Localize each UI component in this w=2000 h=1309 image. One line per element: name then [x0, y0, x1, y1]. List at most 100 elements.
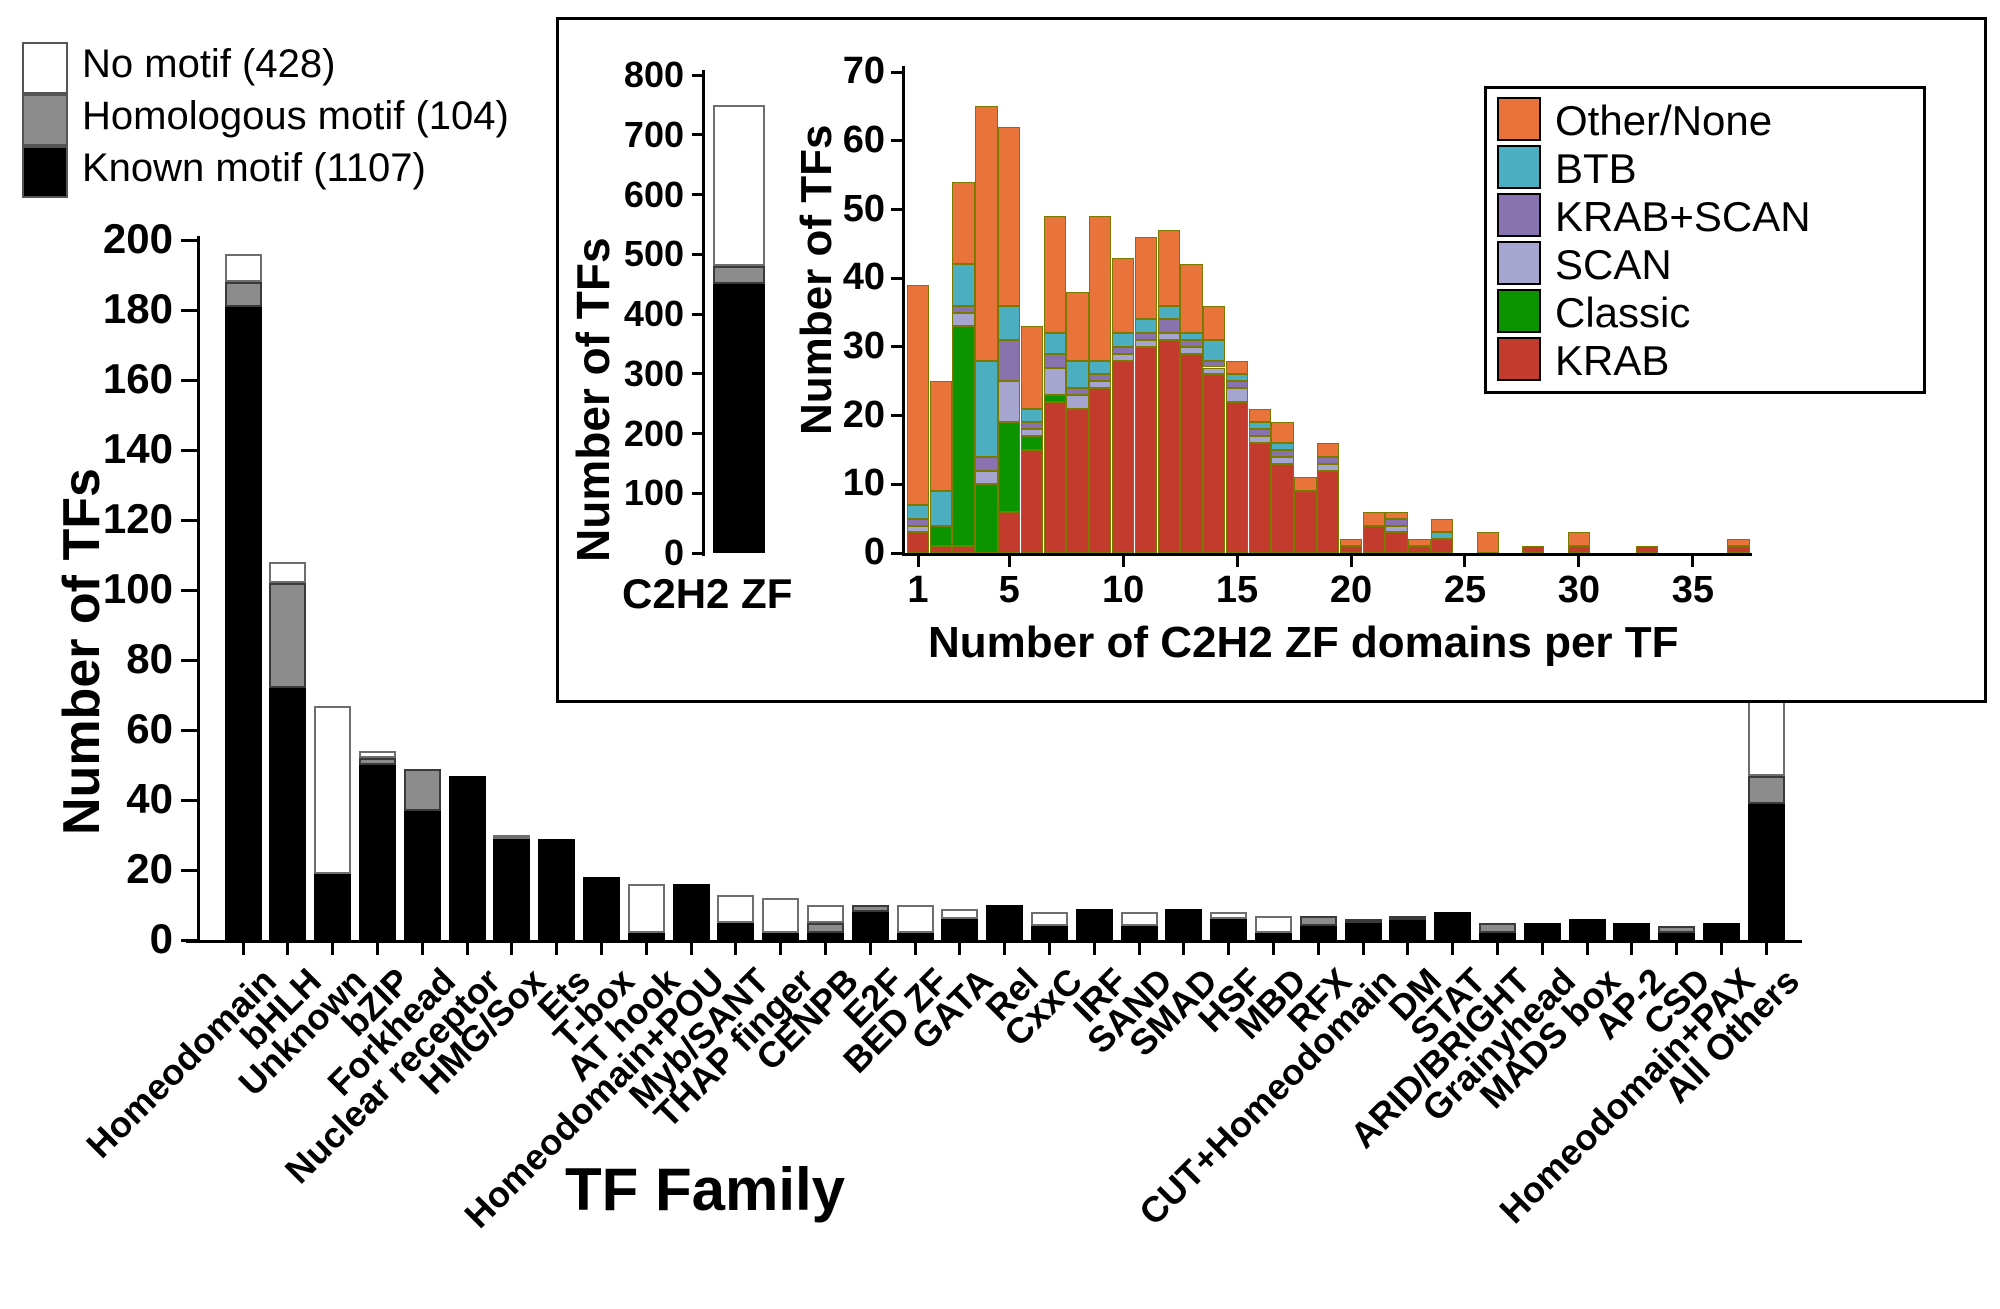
bar-segment-known: [762, 933, 800, 940]
hist-x-axis-tick: [1349, 556, 1353, 567]
x-axis-tick: [1406, 943, 1410, 955]
hist-y-axis-line: [902, 66, 905, 556]
bar-segment-homologous: [1344, 919, 1382, 923]
hist-bar-segment-scan: [1271, 456, 1294, 464]
mini-bar-segment-known: [713, 284, 765, 553]
hist-bar-segment-krab: [1636, 546, 1659, 553]
bar-segment-known: [1702, 922, 1740, 940]
bar-segment-known: [627, 933, 665, 940]
hist-bar-segment-krab-scan: [906, 518, 930, 526]
y-axis-tick: [181, 938, 197, 942]
hist-bar-segment-other-none: [998, 127, 1021, 306]
hist-x-tick-label: 25: [1443, 569, 1487, 611]
y-tick-label: 180: [102, 285, 173, 332]
bar-segment-homologous: [403, 768, 441, 811]
hist-bar-segment-krab-scan: [1157, 319, 1180, 334]
hist-bar-segment-other-none: [1362, 511, 1385, 526]
x-axis-tick: [913, 943, 917, 955]
mini-y-axis-tick: [692, 133, 702, 137]
hist-bar-segment-scan: [1043, 367, 1066, 395]
hist-x-axis-tick: [1121, 556, 1125, 567]
bar-segment-known: [717, 922, 755, 940]
bar-segment-none: [314, 705, 352, 874]
bar-segment-homologous: [1658, 926, 1696, 933]
bar-segment-known: [1613, 922, 1651, 940]
mini-y-tick-label: 0: [663, 532, 684, 573]
hist-bar-segment-krab: [1134, 346, 1158, 553]
bar-segment-known: [806, 933, 844, 940]
x-axis-tick: [1137, 943, 1141, 955]
bar-segment-none: [1254, 915, 1292, 933]
bar-segment-homologous: [806, 922, 844, 933]
hist-y-tick-label: 60: [842, 118, 885, 161]
mini-y-tick-label: 400: [623, 293, 684, 334]
bar-segment-homologous: [269, 583, 307, 688]
hist-bar-segment-other-none: [906, 285, 930, 505]
hist-bar-segment-krab: [1362, 525, 1385, 553]
x-axis-tick: [375, 943, 379, 955]
bar-segment-known: [582, 877, 620, 940]
hist-bar-segment-scan: [975, 470, 998, 485]
bar-segment-none: [896, 905, 934, 933]
hist-bar-segment-other-none: [1476, 532, 1499, 553]
hist-bar-segment-krab-scan: [1134, 333, 1158, 341]
histogram-legend-label-btb: BTB: [1555, 145, 1637, 192]
legend-swatch-known: [22, 146, 68, 198]
bar-segment-homologous: [358, 758, 396, 765]
histogram-legend-swatch-classic: [1497, 289, 1541, 333]
hist-bar-segment-scan: [906, 525, 930, 533]
hist-y-axis-tick: [891, 276, 902, 280]
hist-y-tick-label: 10: [842, 462, 885, 505]
hist-bar-segment-classic: [929, 525, 952, 547]
hist-bar-segment-scan: [1134, 340, 1158, 347]
x-axis-tick: [1047, 943, 1051, 955]
hist-bar-segment-scan: [1180, 346, 1203, 354]
mini-y-tick-label: 300: [623, 352, 684, 394]
hist-bar-segment-btb: [998, 305, 1021, 341]
y-axis-line: [197, 236, 200, 943]
bar-segment-known: [1478, 933, 1516, 940]
hist-y-axis-tick: [891, 139, 902, 143]
y-axis-tick: [181, 868, 197, 872]
hist-bar-segment-krab-scan: [1225, 381, 1249, 389]
mini-y-tick-label: 200: [623, 412, 684, 454]
histogram-legend-label-other-none: Other/None: [1555, 97, 1773, 144]
histogram-legend-swatch-scan: [1497, 241, 1541, 285]
x-axis-tick: [1316, 943, 1320, 955]
bar-segment-none: [1120, 912, 1158, 926]
hist-bar-segment-other-none: [1339, 539, 1363, 547]
mini-y-tick-label: 100: [623, 472, 684, 514]
hist-bar-segment-other-none: [1408, 539, 1431, 547]
hist-x-tick-label: 15: [1215, 569, 1259, 611]
hist-x-tick-label: 5: [998, 569, 1020, 611]
hist-bar-segment-scan: [1089, 381, 1112, 389]
hist-bar-segment-other-none: [1111, 257, 1135, 334]
hist-bar-segment-krab: [998, 511, 1021, 553]
hist-bar-segment-btb: [1089, 360, 1112, 375]
hist-y-tick-label: 30: [842, 324, 885, 367]
x-axis-tick: [823, 943, 827, 955]
y-tick-label: 100: [102, 565, 173, 612]
hist-bar-segment-krab: [1066, 408, 1089, 553]
c2h2-total-category-label: C2H2 ZF: [622, 570, 793, 617]
hist-bar-segment-krab-scan: [975, 456, 998, 471]
hist-bar-segment-krab: [1111, 360, 1135, 553]
y-tick-label: 60: [126, 705, 173, 752]
bar-segment-homologous: [1389, 915, 1427, 920]
hist-bar-segment-btb: [1431, 532, 1454, 540]
x-axis-tick: [555, 943, 559, 955]
hist-bar-segment-krab-scan: [1203, 360, 1226, 368]
bar-segment-known: [1210, 919, 1248, 940]
hist-x-tick-label: 20: [1329, 569, 1373, 611]
hist-y-axis-tick: [891, 70, 902, 74]
y-axis-tick: [181, 798, 197, 802]
bar-segment-known: [1254, 933, 1292, 940]
hist-bar-segment-scan: [1157, 333, 1180, 341]
hist-bar-segment-krab: [1271, 463, 1294, 553]
bar-segment-none: [1210, 912, 1248, 919]
hist-bar-segment-krab-scan: [1043, 353, 1066, 368]
hist-bar-segment-classic: [952, 326, 975, 547]
histogram-y-axis-label: Number of TFs: [792, 124, 841, 435]
mini-y-axis-tick: [692, 193, 702, 196]
